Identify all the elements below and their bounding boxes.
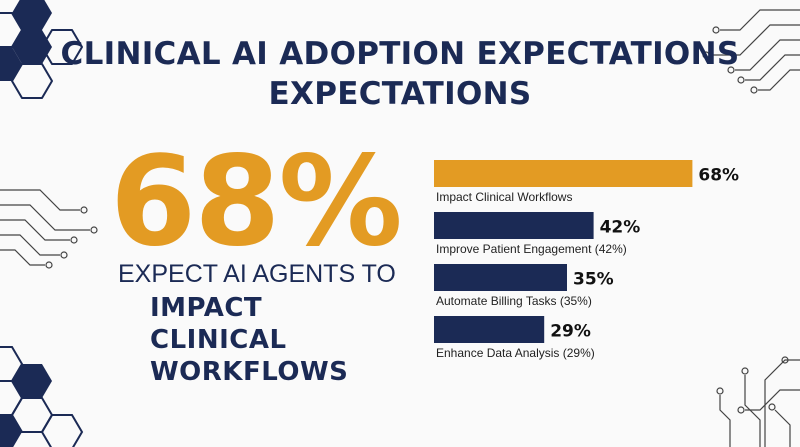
category-label: Automate Billing Tasks (35%) xyxy=(436,294,592,308)
category-label: Impact Clinical Workflows xyxy=(436,190,572,204)
highlight-emphasis: IMPACT CLINICAL WORKFLOWS xyxy=(150,293,349,387)
hexagon-cluster-bottom-left xyxy=(0,346,84,447)
bar xyxy=(434,316,545,343)
highlight-percentage: 68% xyxy=(110,130,403,274)
bar xyxy=(434,264,567,291)
bar-value-label: 68% xyxy=(698,166,739,186)
circuit-lines-top-right xyxy=(702,9,800,94)
bar-value-label: 35% xyxy=(573,270,614,290)
category-label: Enhance Data Analysis (29%) xyxy=(436,346,595,360)
bar-value-label: 29% xyxy=(550,322,591,342)
circuit-lines-bottom-right xyxy=(716,356,800,447)
bar-value-label: 42% xyxy=(600,218,641,238)
page-title-line2: EXPECTATIONS xyxy=(268,76,532,112)
hexagon-cluster-top-left xyxy=(0,0,83,99)
category-label: Improve Patient Engagement (42%) xyxy=(436,242,627,256)
highlight-caption: EXPECT AI AGENTS TO xyxy=(118,260,396,288)
circuit-lines-left xyxy=(0,189,98,269)
page-title: CLINICAL AI ADOPTION EXPECTATIONS xyxy=(60,36,740,72)
bar xyxy=(434,160,693,187)
bar xyxy=(434,212,594,239)
